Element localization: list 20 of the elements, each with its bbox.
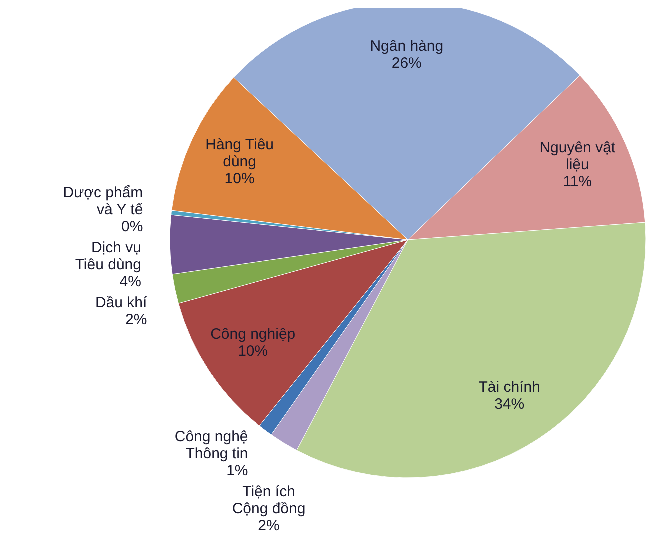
slice-label: Dầu khí [95,294,148,312]
data-label: 1% [226,462,248,480]
data-label: 10% [238,342,268,360]
slice-label: Công nghệ Thông tin [174,428,248,462]
data-label: 26% [392,54,422,72]
data-label: 4% [120,274,142,291]
slice-label: Ngân hàng [370,38,444,55]
data-label: 10% [224,170,255,188]
slice-label: Công nghiệp [210,326,296,343]
data-label: 2% [258,517,280,534]
slice-label: Hàng Tiêu dùng [206,136,274,170]
slice-label: Dịch vụ Tiêu dùng [75,240,142,274]
slice-label: Dược phẩm và Y tế [63,184,144,219]
slice-label: Tài chính [478,378,540,396]
data-label: 2% [125,312,148,329]
slice-label: Nguyên vật liệu [540,140,616,174]
data-label: 34% [494,396,525,413]
data-label: 11% [563,174,592,191]
slice-label: Tiện ích Cộng đồng [232,483,306,518]
data-label: 0% [122,218,144,236]
